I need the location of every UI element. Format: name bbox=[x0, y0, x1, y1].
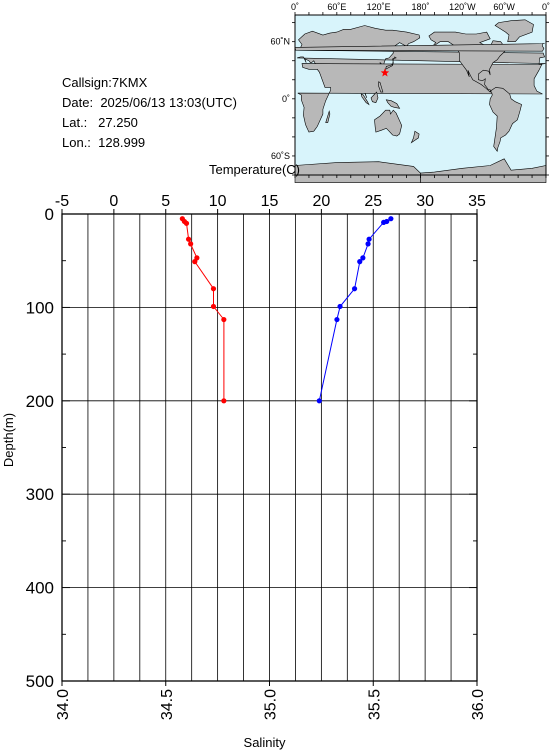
date-label: Date: bbox=[62, 95, 94, 110]
map-land-borneo bbox=[370, 91, 379, 103]
y-tick-label: 200 bbox=[26, 392, 54, 411]
map-land-japan bbox=[385, 56, 397, 70]
map-land-philippines bbox=[378, 81, 384, 93]
temperature-data-point bbox=[334, 316, 340, 323]
map-lat-label: 0˚ bbox=[282, 94, 290, 104]
top-tick-label: 10 bbox=[209, 193, 227, 210]
bottom-tick-label: 34.5 bbox=[159, 689, 176, 720]
callsign-value: 7KMX bbox=[111, 75, 148, 90]
bottom-tick-label: 34.0 bbox=[55, 689, 72, 720]
map-lon-label: 120˚W bbox=[449, 2, 476, 12]
map-land-uk bbox=[294, 43, 545, 52]
temperature-data-point bbox=[351, 286, 358, 292]
temperature-data-point bbox=[365, 241, 371, 247]
y-axis-label: Depth(m) bbox=[1, 413, 16, 467]
map-lon-label: 0˚ bbox=[542, 2, 550, 12]
map-land-sumatra bbox=[360, 93, 370, 106]
top-tick-label: 25 bbox=[364, 193, 382, 210]
bottom-tick-label: 35.0 bbox=[263, 689, 280, 720]
top-tick-label: 5 bbox=[161, 193, 170, 210]
bottom-tick-label: 35.5 bbox=[366, 689, 383, 720]
map-land-south-america bbox=[489, 87, 522, 152]
salinity-data-point bbox=[185, 236, 192, 242]
temperature-data-point bbox=[316, 398, 322, 404]
map-land-australia bbox=[374, 109, 403, 137]
y-tick-label: 500 bbox=[26, 672, 54, 691]
map-lon-label: 60˚W bbox=[493, 2, 515, 12]
map-land-new-zealand bbox=[410, 130, 420, 144]
lat-label: Lat.: bbox=[62, 115, 88, 130]
map-land-antarctica-west bbox=[420, 158, 547, 183]
temperature-data-point bbox=[337, 303, 343, 310]
callsign-label: Callsign: bbox=[62, 75, 112, 90]
y-tick-label: 400 bbox=[26, 579, 54, 598]
map-lon-label: 0˚ bbox=[291, 2, 299, 12]
lat-row: Lat.: 27.250 bbox=[62, 113, 237, 133]
lon-value: 128.999 bbox=[98, 135, 146, 150]
top-tick-label: 20 bbox=[312, 193, 330, 210]
salinity-data-point bbox=[221, 316, 227, 323]
salinity-data-point bbox=[192, 259, 198, 265]
lon-row: Lon.: 128.999 bbox=[62, 133, 237, 153]
station-info: Callsign:7KMX Date: 2025/06/13 13:03(UTC… bbox=[62, 73, 237, 153]
world-map-group: 0˚ 60˚E 120˚E 180˚ 120˚W 60˚W 0˚ 60˚N 0˚ 60˚S bbox=[270, 2, 550, 183]
y-tick-label: 300 bbox=[26, 485, 54, 504]
lon-label: Lon.: bbox=[62, 135, 91, 150]
date-value: 2025/06/13 13:03(UTC) bbox=[100, 95, 237, 110]
temperature-data-point bbox=[366, 236, 372, 242]
top-tick-label: 0 bbox=[109, 193, 118, 210]
salinity-data-point bbox=[210, 286, 217, 292]
callsign-row: Callsign:7KMX bbox=[62, 73, 237, 93]
salinity-data-point bbox=[183, 220, 190, 226]
bottom-tick-label: 36.0 bbox=[470, 689, 487, 720]
station-marker-icon bbox=[380, 68, 390, 77]
map-land-madagascar bbox=[325, 110, 331, 123]
lat-value: 27.250 bbox=[98, 115, 138, 130]
map-lat-label: 60˚S bbox=[271, 151, 290, 161]
salinity-data-point bbox=[210, 303, 217, 310]
temperature-data-point bbox=[381, 219, 387, 226]
temperature-data-point bbox=[357, 259, 363, 265]
temperature-data-point bbox=[360, 255, 366, 261]
map-lat-label: 60˚N bbox=[270, 37, 290, 47]
map-land-new-guinea bbox=[385, 99, 401, 109]
map-land-antarctica bbox=[294, 161, 421, 183]
top-tick-label: 30 bbox=[416, 193, 434, 210]
y-tick-label: 0 bbox=[45, 205, 54, 224]
map-lon-label: 120˚E bbox=[367, 2, 391, 12]
bottom-axis-label: Salinity bbox=[244, 735, 286, 750]
temperature-data-point bbox=[388, 216, 394, 222]
top-tick-label: 35 bbox=[468, 193, 486, 210]
map-lon-label: 180˚ bbox=[411, 2, 429, 12]
date-row: Date: 2025/06/13 13:03(UTC) bbox=[62, 93, 237, 113]
map-land-greenland bbox=[494, 19, 534, 42]
salinity-data-point bbox=[221, 398, 227, 404]
y-tick-label: 100 bbox=[26, 298, 54, 317]
top-tick-label: -5 bbox=[55, 193, 69, 210]
salinity-data-point bbox=[188, 241, 194, 247]
top-axis-label: Temperature(C) bbox=[209, 162, 300, 177]
map-lon-label: 60˚E bbox=[327, 2, 346, 12]
top-tick-label: 15 bbox=[261, 193, 279, 210]
